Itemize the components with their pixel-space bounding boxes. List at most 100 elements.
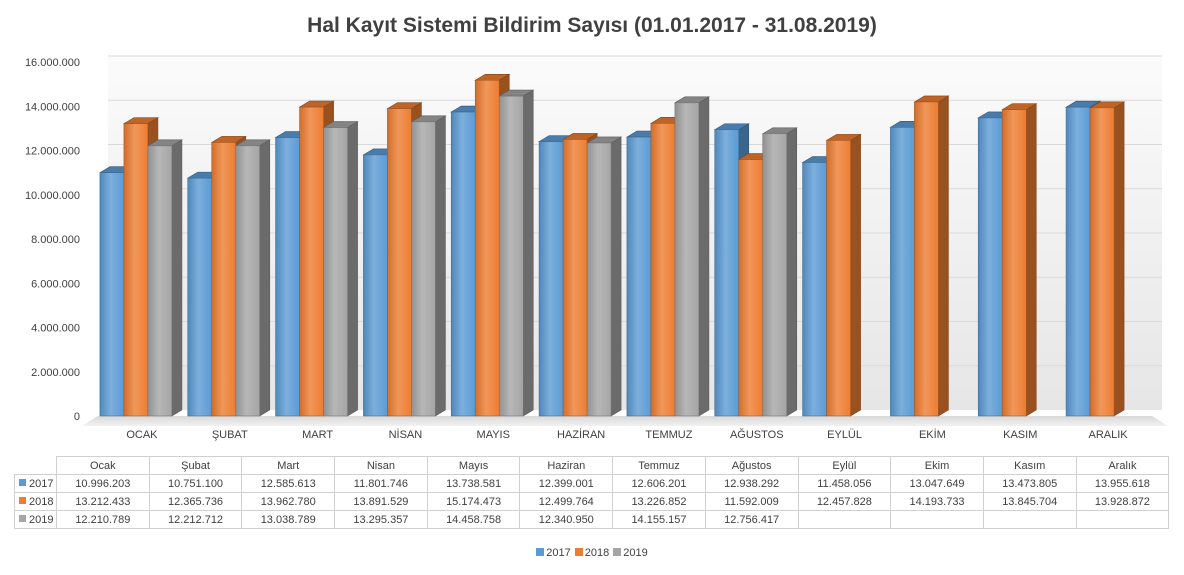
series-swatch [19, 479, 26, 487]
legend: 2017 2018 2019 [0, 547, 1184, 559]
table-header-cell: Aralık [1075, 456, 1170, 475]
table-cell: 10.751.100 [148, 474, 243, 493]
bar-front [1065, 106, 1091, 417]
table-cell: 13.955.618 [1075, 474, 1170, 493]
bar-2019-6 [673, 96, 710, 417]
bar-front [802, 162, 827, 417]
bar-side [171, 139, 183, 417]
table-cell: 15.174.473 [426, 492, 521, 511]
bar-2018-9 [913, 95, 950, 417]
bar-front [890, 127, 915, 417]
table-cell: 13.212.433 [56, 492, 150, 511]
bar-front [498, 95, 524, 417]
table-cell: 13.047.649 [890, 474, 984, 493]
table-cell: 14.193.733 [890, 492, 984, 511]
table-row-header: 2019 [14, 510, 57, 529]
table-header-cell: Nisan [334, 456, 428, 475]
x-tick-label: EKİM [919, 428, 946, 441]
x-tick-label: ŞUBAT [212, 429, 248, 441]
table-cell: 13.891.529 [334, 492, 428, 511]
bar-2017-9 [889, 120, 926, 417]
bar-front [1089, 107, 1115, 417]
bar-front [914, 101, 939, 417]
y-tick-label: 4.000.000 [31, 323, 80, 335]
bar-2019-2 [322, 120, 359, 417]
bar-2018-8 [825, 133, 862, 417]
table-header-cell: Ocak [56, 456, 150, 475]
table-cell: 14.155.157 [612, 510, 706, 529]
x-tick-label: ARALIK [1089, 429, 1129, 441]
bar-front [323, 127, 348, 417]
series-swatch [19, 497, 26, 505]
legend-label: 2019 [623, 547, 648, 559]
legend-item: 2017 [536, 547, 571, 559]
bar-2019-0 [146, 139, 183, 417]
bar-front [586, 142, 612, 417]
table-cell: 12.938.292 [704, 474, 799, 493]
table-header-cell: Şubat [148, 456, 243, 475]
legend-swatch [613, 548, 622, 557]
table-cell: 13.295.357 [334, 510, 428, 529]
legend-item: 2018 [574, 547, 609, 559]
table-row-header: 2018 [14, 492, 57, 511]
table-cell: 11.592.009 [704, 492, 799, 511]
bar-front [299, 106, 324, 417]
floor [82, 416, 1168, 426]
table-cell: 13.738.581 [426, 474, 521, 493]
bar-side [435, 115, 446, 417]
legend-swatch [536, 548, 545, 557]
bar-front [562, 139, 588, 417]
bar-front [650, 123, 676, 417]
bar-front [474, 79, 500, 417]
x-tick-label: MAYIS [477, 429, 510, 441]
x-tick-label: EYLÜL [827, 429, 862, 441]
table-cell: 12.585.613 [241, 474, 336, 493]
table-header-cell: Mayıs [426, 456, 521, 475]
bar-front [714, 129, 740, 417]
bar-side [347, 120, 358, 417]
bar-2018-10 [1001, 103, 1038, 417]
bar-front [235, 145, 261, 417]
bar-front [187, 177, 213, 417]
bar-front [99, 172, 125, 417]
bar-side [698, 96, 710, 417]
bar-front [363, 154, 388, 417]
y-tick-label: 10.000.000 [25, 190, 80, 202]
table-header-cell: Ekim [890, 456, 984, 475]
table-header-cell: Temmuz [612, 456, 706, 475]
bar-front [762, 133, 788, 417]
bar-front [147, 145, 173, 417]
table-header-row: Ocak Şubat Mart Nisan Mayıs Haziran Temmuz Ağus… [14, 456, 1170, 475]
bar-side [1025, 103, 1037, 417]
table-cell [1075, 510, 1170, 529]
table-cell: 12.340.950 [519, 510, 614, 529]
x-tick-label: OCAK [126, 429, 158, 441]
table-cell: 13.962.780 [241, 492, 336, 511]
x-tick-label: TEMMUZ [645, 429, 692, 441]
table-cell: 13.845.704 [982, 492, 1077, 511]
y-tick-label: 14.000.000 [25, 101, 80, 113]
table-cell: 13.226.852 [612, 492, 706, 511]
bar-front [1001, 109, 1027, 417]
bar-front [826, 140, 851, 417]
bar-front [538, 141, 564, 417]
table-cell: 13.928.872 [1075, 492, 1170, 511]
bar-side [610, 136, 622, 417]
table-cell: 12.457.828 [797, 492, 892, 511]
bar-front [674, 102, 700, 417]
table-cell: 13.038.789 [241, 510, 336, 529]
table-cell: 12.210.789 [56, 510, 150, 529]
table-corner [14, 456, 57, 475]
bar-2018-11 [1089, 101, 1126, 417]
table-header-cell: Ağustos [704, 456, 799, 475]
legend-swatch [574, 548, 583, 557]
plot-area: 0 2.000.000 4.000.000 6.000.000 8.000.000 10.… [25, 55, 1168, 441]
bar-side [786, 127, 798, 417]
bar-side [1113, 101, 1125, 417]
bar-side [938, 95, 949, 417]
chart-title: Hal Kayıt Sistemi Bildirim Sayısı (01.01… [307, 14, 877, 37]
table-cell: 12.212.712 [148, 510, 243, 529]
bar-side [850, 133, 861, 417]
table-header-cell: Eylül [797, 456, 892, 475]
